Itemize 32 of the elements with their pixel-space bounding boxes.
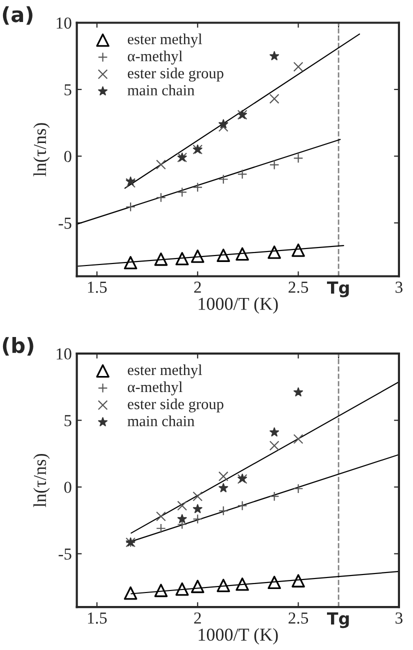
x-tick-label: 2.5 — [288, 282, 308, 293]
x-tick-label: 2 — [194, 282, 201, 293]
y-tick-label: 10 — [56, 348, 72, 360]
x-tick-label: Tg — [326, 612, 349, 628]
legend-label: main chain — [128, 84, 194, 96]
legend-label: α-methyl — [128, 381, 182, 396]
y-tick-label: 0 — [64, 150, 72, 162]
y-axis-title: ln(τ/ns) — [33, 123, 50, 176]
legend-label: ester side group — [128, 68, 224, 82]
legend-label: α-methyl — [128, 50, 182, 64]
x-tick-label: 2 — [194, 612, 201, 624]
y-tick-label: 5 — [64, 415, 72, 426]
legend-label: ester side group — [128, 398, 224, 412]
y-tick-label: 5 — [64, 84, 72, 96]
y-axis-title: ln(τ/ns) — [33, 454, 50, 508]
y-tick-label: -5 — [58, 218, 72, 229]
legend-label: ester methyl — [128, 364, 202, 378]
x-axis-title: 1000/T (K) — [198, 628, 278, 644]
legend-label: main chain — [128, 416, 194, 426]
y-tick-label: 10 — [56, 17, 72, 29]
x-tick-label: 3 — [396, 612, 402, 624]
x-tick-label: 1.5 — [88, 612, 107, 624]
legend-label: ester methyl — [128, 34, 202, 48]
chart-title: (b) — [2, 337, 34, 356]
y-tick-label: -5 — [58, 548, 72, 560]
x-axis-title: 1000/T (K) — [198, 297, 278, 314]
x-tick-label: 1.5 — [88, 282, 107, 293]
x-tick-label: Tg — [326, 281, 349, 298]
x-tick-label: 3 — [396, 282, 402, 293]
x-tick-label: 2.5 — [288, 612, 308, 624]
y-tick-label: 0 — [64, 482, 72, 493]
chart-title: (a) — [2, 6, 32, 25]
